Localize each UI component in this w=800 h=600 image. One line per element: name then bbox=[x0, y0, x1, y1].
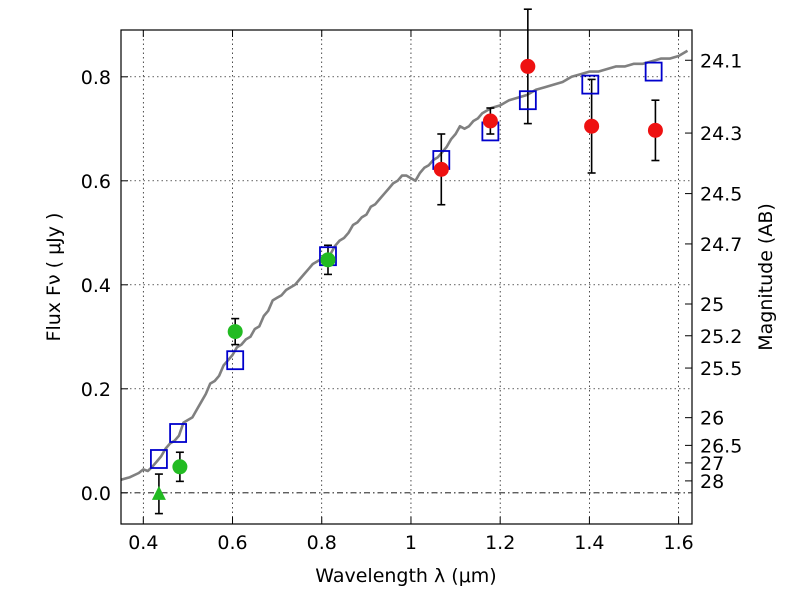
mag-tick-label: 24.3 bbox=[700, 123, 742, 145]
tick-labels: 0.4 0.6 0.8 1 1.2 1.4 1.6 0.0 0.2 0.4 0.6 0.8 24.1 24… bbox=[81, 50, 743, 554]
axis-ticks bbox=[121, 30, 692, 524]
model-spectrum-group bbox=[120, 49, 689, 482]
mag-tick-label: 26.5 bbox=[700, 435, 742, 457]
y-tick-label: 0.8 bbox=[81, 67, 111, 89]
model-spectrum-line bbox=[120, 49, 689, 482]
mag-tick-label: 25.2 bbox=[700, 326, 742, 348]
mag-tick-label: 24.7 bbox=[700, 234, 742, 256]
right-axis-label: Magnitude (AB) bbox=[755, 203, 777, 351]
mag-tick-label: 28 bbox=[700, 471, 724, 493]
square-marker bbox=[518, 90, 537, 111]
mag-tick-label: 27 bbox=[700, 453, 724, 475]
plot-frame bbox=[120, 29, 693, 525]
mag-tick-label: 24.1 bbox=[700, 50, 742, 72]
y-tick-label: 0.0 bbox=[81, 483, 111, 505]
mag-tick-label: 25.5 bbox=[700, 358, 742, 380]
square-marker bbox=[169, 423, 188, 443]
mag-tick-label: 25 bbox=[700, 294, 724, 316]
error-bars bbox=[154, 8, 660, 515]
mag-tick-label: 24.5 bbox=[700, 184, 742, 206]
square-marker bbox=[226, 350, 245, 371]
x-tick-label: 1.6 bbox=[664, 532, 694, 554]
circle-marker bbox=[172, 459, 188, 475]
circle-marker bbox=[520, 58, 536, 74]
circle-marker bbox=[227, 324, 243, 340]
circle-marker bbox=[647, 122, 663, 138]
triangle-marker bbox=[151, 485, 166, 500]
x-tick-label: 1 bbox=[405, 532, 417, 554]
y-axis-label: Flux Fν ( μJy ) bbox=[43, 213, 65, 342]
square-marker bbox=[644, 61, 663, 82]
circle-marker bbox=[584, 118, 600, 134]
circle-marker bbox=[320, 252, 336, 268]
x-tick-label: 0.4 bbox=[128, 532, 158, 554]
square-marker bbox=[150, 449, 168, 469]
grid bbox=[121, 30, 692, 524]
circle-marker bbox=[433, 161, 449, 177]
y-tick-label: 0.4 bbox=[81, 275, 111, 297]
y-tick-label: 0.2 bbox=[81, 379, 111, 401]
x-tick-label: 0.6 bbox=[217, 532, 247, 554]
data-markers bbox=[150, 58, 663, 500]
y-tick-label: 0.6 bbox=[81, 171, 111, 193]
x-axis-label: Wavelength λ (μm) bbox=[315, 565, 496, 587]
x-tick-label: 1.4 bbox=[574, 532, 604, 554]
circle-marker bbox=[482, 113, 498, 129]
square-marker bbox=[581, 74, 600, 95]
x-tick-label: 1.2 bbox=[485, 532, 515, 554]
mag-tick-label: 26 bbox=[700, 408, 724, 430]
x-tick-label: 0.8 bbox=[307, 532, 337, 554]
